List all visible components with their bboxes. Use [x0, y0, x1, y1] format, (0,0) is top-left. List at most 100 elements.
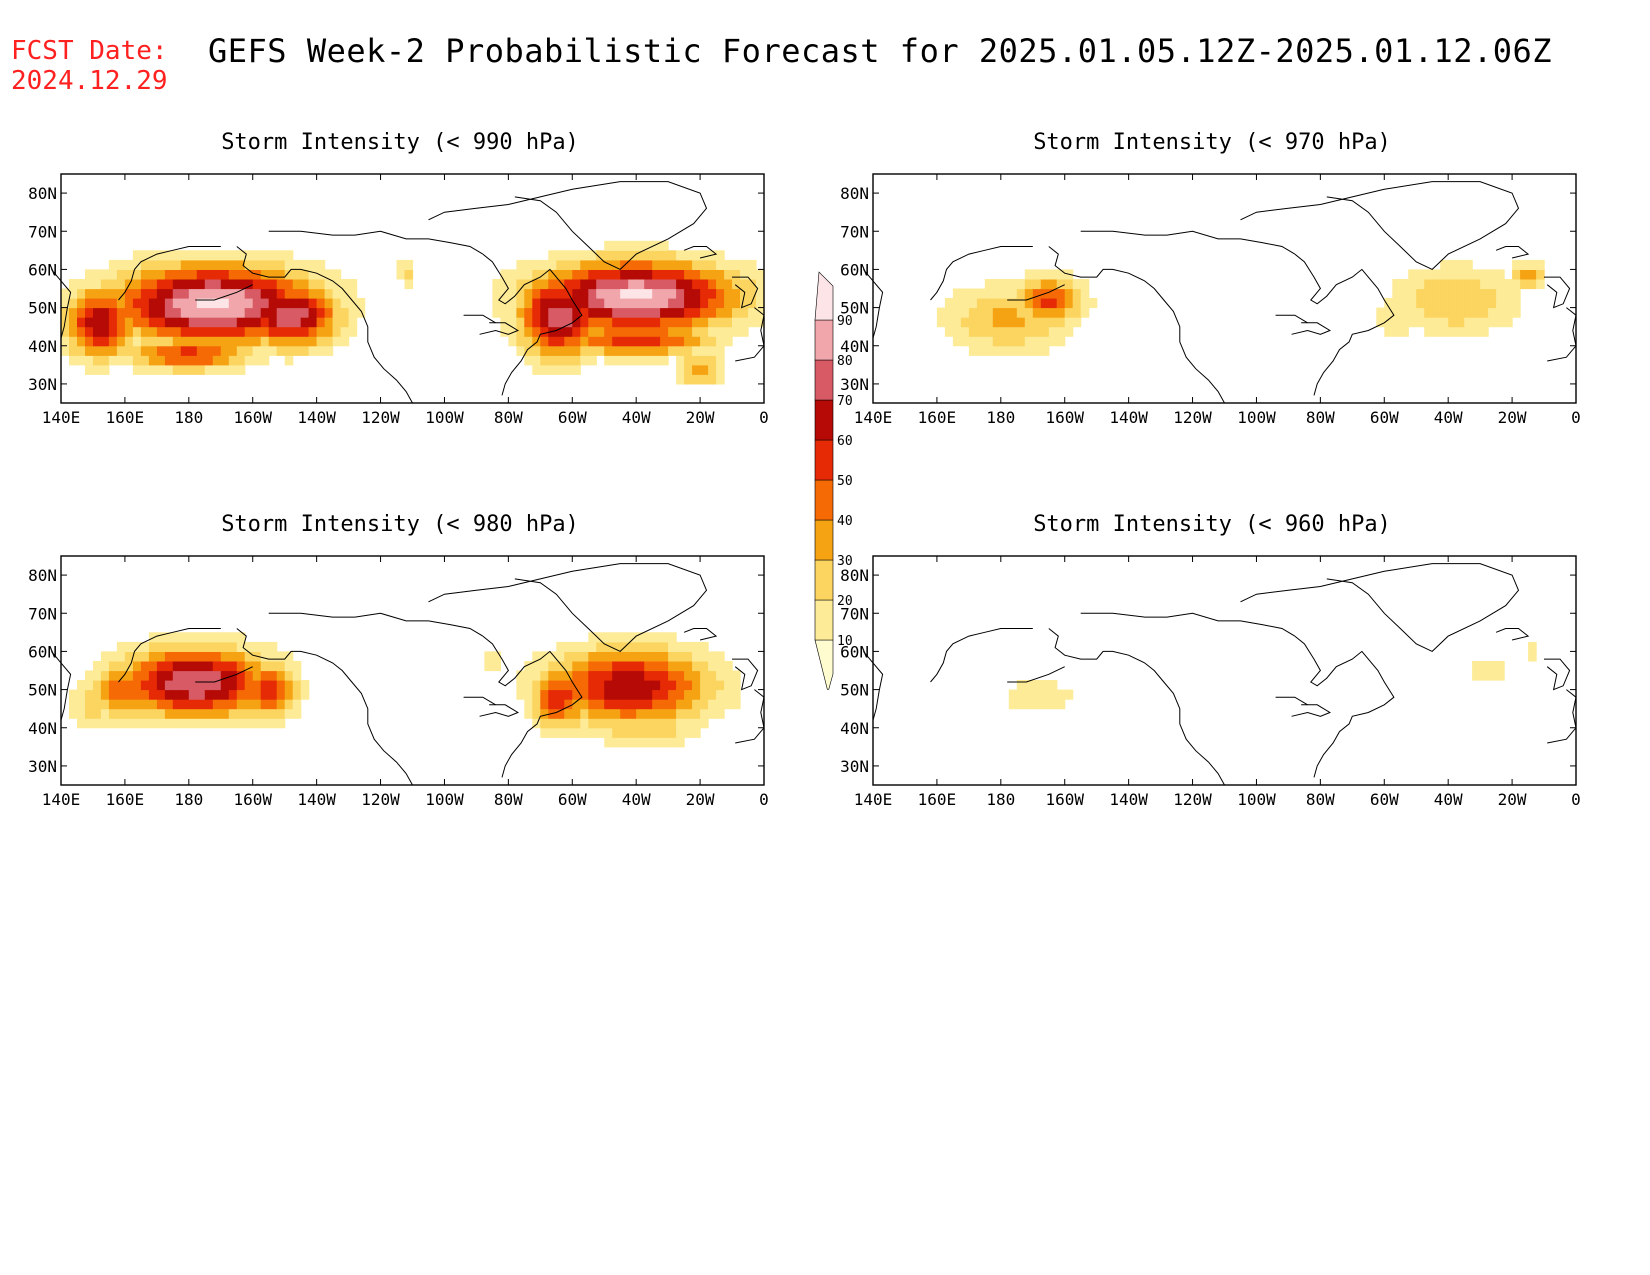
lon-tick-label: 160E — [106, 408, 145, 427]
field-cell — [108, 708, 118, 719]
field-cell — [580, 641, 589, 652]
field-cell — [596, 727, 605, 738]
field-cell — [292, 680, 302, 691]
probability-field — [936, 259, 1545, 356]
field-cell — [1480, 269, 1489, 280]
field-cell — [180, 718, 190, 729]
field-cell — [700, 307, 709, 318]
field-cell — [228, 355, 238, 366]
colorbar-bin — [814, 479, 834, 521]
field-cell — [1496, 298, 1505, 309]
field-cell — [628, 670, 637, 681]
field-cell — [660, 269, 669, 280]
field-cell — [660, 632, 669, 643]
colorbar-bin — [814, 319, 834, 361]
field-cell — [564, 336, 573, 347]
field-cell — [556, 680, 565, 691]
field-cell — [1520, 279, 1529, 290]
field-cell — [652, 298, 661, 309]
field-cell — [524, 326, 533, 337]
field-cell — [668, 632, 677, 643]
field-cell — [156, 288, 166, 299]
field-cell — [588, 345, 597, 356]
field-cell — [204, 632, 214, 643]
field-cell — [1448, 279, 1457, 290]
field-cell — [612, 708, 621, 719]
lon-tick-label: 0 — [1571, 408, 1581, 427]
field-cell — [1488, 661, 1497, 672]
field-cell — [93, 670, 102, 681]
lat-tick-label: 80N — [28, 566, 57, 585]
panel-980: Storm Intensity (< 980 hPa) 80N 70N 60N 50N… — [10, 512, 790, 832]
field-cell — [564, 250, 573, 261]
field-cell — [1480, 288, 1489, 299]
field-cell — [260, 298, 270, 309]
map-frame — [60, 173, 765, 404]
field-cell — [300, 269, 310, 280]
field-cell — [708, 661, 717, 672]
field-cell — [236, 336, 246, 347]
field-cell — [69, 336, 78, 347]
field-cell — [700, 317, 709, 328]
forecast-date-block: FCST Date: 2024.12.29 — [11, 36, 168, 96]
field-cell — [660, 317, 669, 328]
field-cell — [93, 317, 102, 328]
field-cell — [676, 307, 685, 318]
field-cell — [556, 718, 565, 729]
field-cell — [692, 259, 701, 270]
field-cell — [260, 269, 270, 280]
field-cell — [292, 269, 302, 280]
field-cell — [604, 708, 613, 719]
field-cell — [636, 250, 645, 261]
field-cell — [968, 336, 978, 347]
coastline — [236, 246, 413, 404]
field-cell — [172, 670, 182, 681]
field-cell — [676, 374, 685, 385]
field-cell — [500, 269, 509, 280]
coastline — [1495, 246, 1530, 259]
field-cell — [156, 317, 166, 328]
field-cell — [340, 298, 350, 309]
field-cell — [596, 326, 605, 337]
field-cell — [244, 718, 254, 729]
field-cell — [612, 727, 621, 738]
field-cell — [668, 250, 677, 261]
field-cell — [628, 737, 637, 748]
field-cell — [164, 288, 174, 299]
field-cell — [85, 345, 94, 356]
field-cell — [1480, 317, 1489, 328]
field-cell — [244, 259, 254, 270]
field-cell — [316, 326, 326, 337]
field-cell — [644, 661, 653, 672]
field-cell — [1464, 259, 1473, 270]
field-cell — [524, 298, 533, 309]
field-cell — [556, 364, 565, 375]
field-cell — [164, 307, 174, 318]
field-cell — [524, 708, 533, 719]
field-cell — [1008, 345, 1018, 356]
field-cell — [700, 355, 709, 366]
field-cell — [124, 317, 134, 328]
field-cell — [644, 718, 653, 729]
field-cell — [108, 259, 118, 270]
field-cell — [188, 632, 198, 643]
field-cell — [660, 708, 669, 719]
field-cell — [580, 718, 589, 729]
field-cell — [268, 250, 278, 261]
field-cell — [188, 250, 198, 261]
field-cell — [716, 670, 725, 681]
field-cell — [140, 355, 150, 366]
colorbar-label: 80 — [837, 354, 853, 369]
field-cell — [276, 708, 286, 719]
field-cell — [61, 307, 70, 318]
field-cell — [180, 641, 190, 652]
field-cell — [644, 727, 653, 738]
field-cell — [1000, 345, 1010, 356]
field-cell — [180, 288, 190, 299]
field-cell — [564, 718, 573, 729]
colorbar-bin — [814, 639, 834, 690]
field-cell — [540, 345, 549, 356]
field-cell — [1512, 298, 1521, 309]
field-cell — [124, 288, 134, 299]
field-cell — [1032, 269, 1042, 280]
